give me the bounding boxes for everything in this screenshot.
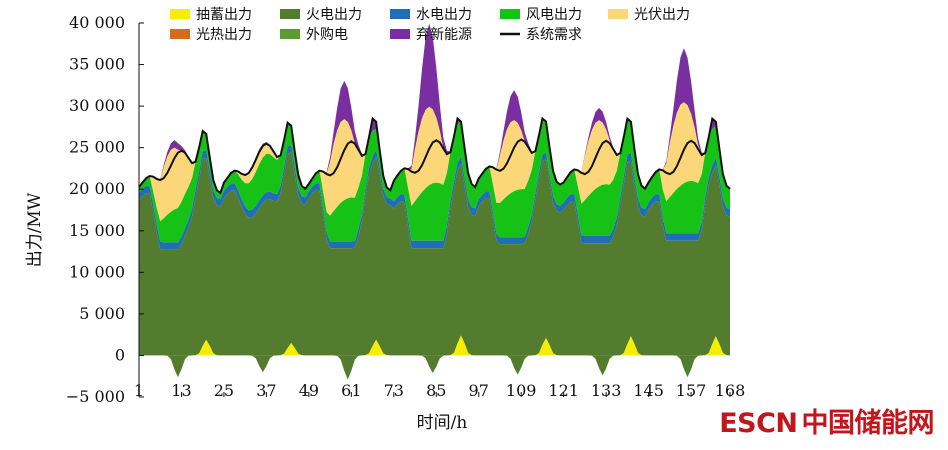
area-thermal-negative bbox=[139, 355, 730, 380]
x-tick-label: 73 bbox=[384, 381, 404, 400]
legend-swatch-solar bbox=[608, 9, 628, 19]
y-tick-label: 0 bbox=[115, 345, 125, 364]
x-tick-label: 145 bbox=[633, 381, 664, 400]
legend-label-wind: 风电出力 bbox=[526, 7, 582, 23]
y-tick-label: 25 000 bbox=[69, 138, 125, 157]
x-tick-label: 25 bbox=[214, 381, 234, 400]
legend-label-hydro: 水电出力 bbox=[416, 7, 472, 23]
legend-label-thermal: 火电出力 bbox=[306, 7, 362, 23]
area-hydro bbox=[139, 145, 730, 250]
x-tick-label: 37 bbox=[256, 381, 276, 400]
legend-swatch-wind bbox=[500, 9, 520, 19]
y-tick-label: 40 000 bbox=[69, 13, 125, 32]
legend-swatch-csp bbox=[170, 29, 190, 39]
x-tick-label: 49 bbox=[299, 381, 319, 400]
watermark-cn-name: 中国储能网 bbox=[801, 408, 935, 439]
legend-swatch-hydro bbox=[390, 9, 410, 19]
y-tick-label: 20 000 bbox=[69, 179, 125, 198]
legend-label-import: 外购电 bbox=[306, 27, 348, 43]
area-thermal bbox=[139, 152, 730, 356]
area-solar bbox=[139, 102, 730, 222]
y-tick-label: 10 000 bbox=[69, 262, 125, 281]
y-tick-label: −5 000 bbox=[66, 387, 125, 406]
watermark-logo: ESCN 中国储能网 bbox=[719, 401, 934, 440]
x-tick-label: 61 bbox=[341, 381, 361, 400]
area-wind bbox=[139, 118, 730, 243]
y-tick-label: 15 000 bbox=[69, 221, 125, 240]
legend-swatch-pumped bbox=[170, 9, 190, 19]
x-axis-label: 时间/h bbox=[417, 413, 468, 433]
x-tick-label: 97 bbox=[469, 381, 489, 400]
legend-label-csp: 光热出力 bbox=[196, 27, 252, 43]
watermark-brand: ESCN bbox=[719, 408, 798, 439]
plot-areas bbox=[138, 23, 731, 380]
y-tick-label: 5 000 bbox=[79, 304, 125, 323]
area-curtailed bbox=[139, 23, 730, 193]
x-tick-label: 85 bbox=[426, 381, 446, 400]
legend-label-pumped: 抽蓄出力 bbox=[196, 7, 252, 23]
line-demand bbox=[138, 116, 731, 195]
x-tick-label: 1 bbox=[134, 381, 144, 400]
legend-label-demand: 系统需求 bbox=[526, 27, 582, 43]
legend-swatch-thermal bbox=[280, 9, 300, 19]
y-axis-label: 出力/MW bbox=[25, 192, 45, 267]
x-tick-label: 133 bbox=[591, 381, 622, 400]
x-tick-label: 13 bbox=[171, 381, 191, 400]
y-tick-label: 35 000 bbox=[69, 55, 125, 74]
x-tick-label: 109 bbox=[506, 381, 537, 400]
x-tick-label: 168 bbox=[715, 381, 746, 400]
legend-label-curtailed: 弃新能源 bbox=[416, 27, 472, 43]
axes: −5 000 0 5 000 10 000 15 000 20 000 25 000 30 0… bbox=[66, 13, 745, 406]
x-tick-label: 157 bbox=[676, 381, 707, 400]
legend-swatch-curtailed bbox=[390, 29, 410, 39]
x-tick-label: 121 bbox=[548, 381, 579, 400]
y-tick-label: 30 000 bbox=[69, 96, 125, 115]
legend-swatch-import bbox=[280, 29, 300, 39]
legend-label-solar: 光伏出力 bbox=[634, 7, 690, 23]
area-pumped bbox=[139, 335, 730, 356]
